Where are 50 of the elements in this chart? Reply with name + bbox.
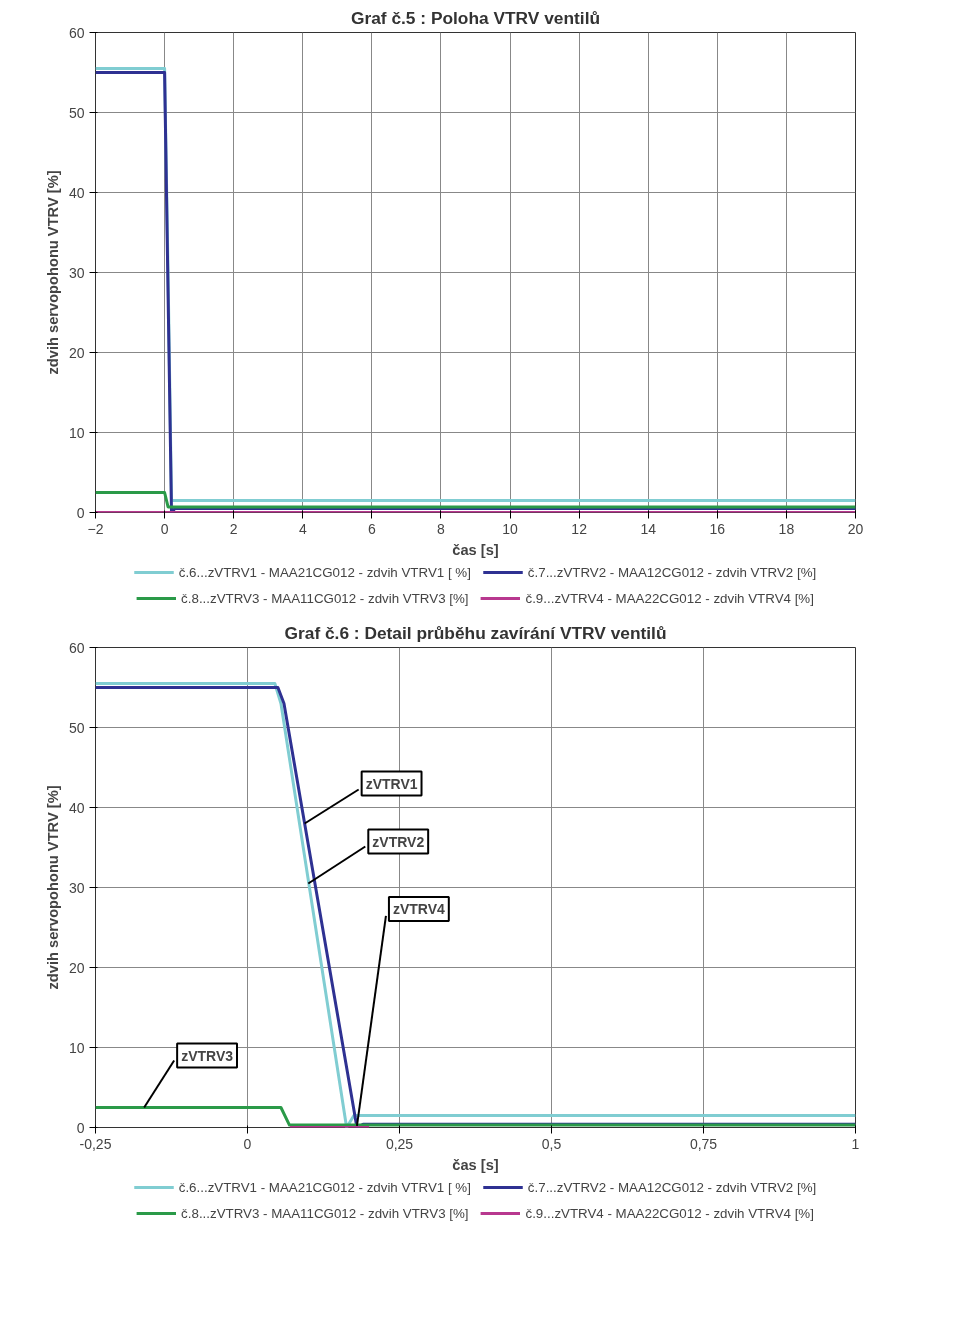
y-tick-label: 0 xyxy=(76,1119,85,1136)
x-tick-label: 12 xyxy=(571,520,588,537)
x-tick-label: -0,25 xyxy=(79,1135,112,1152)
x-tick-label: 10 xyxy=(502,520,519,537)
x-tick-label: 2 xyxy=(229,520,238,537)
legend-label: č.6...zVTRV1 - MAA21CG012 - zdvih VTRV1 [ %] xyxy=(178,1179,471,1195)
legend-label: č.8...zVTRV3 - MAA11CG012 - zdvih VTRV3 [%] xyxy=(181,590,469,606)
y-tick-label: 0 xyxy=(76,504,85,521)
y-tick-label: 60 xyxy=(68,24,85,41)
x-tick-label: 8 xyxy=(437,520,446,537)
y-tick-label: 10 xyxy=(68,424,85,441)
legend-label: č.9...zVTRV4 - MAA22CG012 - zdvih VTRV4 [%] xyxy=(525,590,814,606)
y-tick-label: 50 xyxy=(68,104,85,121)
x-tick-label: 18 xyxy=(778,520,795,537)
annotation: zVTRV1 xyxy=(365,775,418,792)
y-tick-label: 20 xyxy=(68,959,85,976)
x-tick-label: 0 xyxy=(243,1135,252,1152)
annotation: zVTRV3 xyxy=(181,1047,234,1064)
x-axis-title: čas [s] xyxy=(452,541,499,558)
legend-label: č.6...zVTRV1 - MAA21CG012 - zdvih VTRV1 [ %] xyxy=(178,564,471,580)
y-axis-title: zdvih servopohonu VTRV [%] xyxy=(44,170,61,375)
y-tick-label: 50 xyxy=(68,719,85,736)
legend-label: č.8...zVTRV3 - MAA11CG012 - zdvih VTRV3 [%] xyxy=(181,1205,469,1221)
x-tick-label: 0,25 xyxy=(385,1135,414,1152)
legend-label: č.7...zVTRV2 - MAA12CG012 - zdvih VTRV2 [%] xyxy=(527,1179,817,1195)
chart-title: Graf č.6 : Detail průběhu zavírání VTRV ventilů xyxy=(284,622,667,643)
y-axis-title: zdvih servopohonu VTRV [%] xyxy=(44,785,61,990)
chart-title: Graf č.5 : Poloha VTRV ventilů xyxy=(350,7,601,28)
x-tick-label: 14 xyxy=(640,520,657,537)
y-tick-label: 30 xyxy=(68,264,85,281)
legend-label: č.7...zVTRV2 - MAA12CG012 - zdvih VTRV2 [%] xyxy=(527,564,817,580)
x-tick-label: 16 xyxy=(709,520,726,537)
x-tick-label: 0,75 xyxy=(689,1135,718,1152)
x-tick-label: 6 xyxy=(367,520,376,537)
annotation: zVTRV2 xyxy=(372,833,425,850)
y-tick-label: 30 xyxy=(68,879,85,896)
x-tick-label: 20 xyxy=(847,520,864,537)
x-tick-label: 1 xyxy=(851,1135,860,1152)
y-tick-label: 10 xyxy=(68,1039,85,1056)
annotation: zVTRV4 xyxy=(392,900,446,917)
x-tick-label: 0,5 xyxy=(541,1135,562,1152)
y-tick-label: 20 xyxy=(68,344,85,361)
x-tick-label: 4 xyxy=(298,520,307,537)
x-tick-label: 0 xyxy=(160,520,169,537)
legend-label: č.9...zVTRV4 - MAA22CG012 - zdvih VTRV4 [%] xyxy=(525,1205,814,1221)
y-tick-label: 60 xyxy=(68,639,85,656)
x-tick-label: −2 xyxy=(87,520,104,537)
y-tick-label: 40 xyxy=(68,799,85,816)
x-axis-title: čas [s] xyxy=(452,1156,499,1173)
y-tick-label: 40 xyxy=(68,184,85,201)
